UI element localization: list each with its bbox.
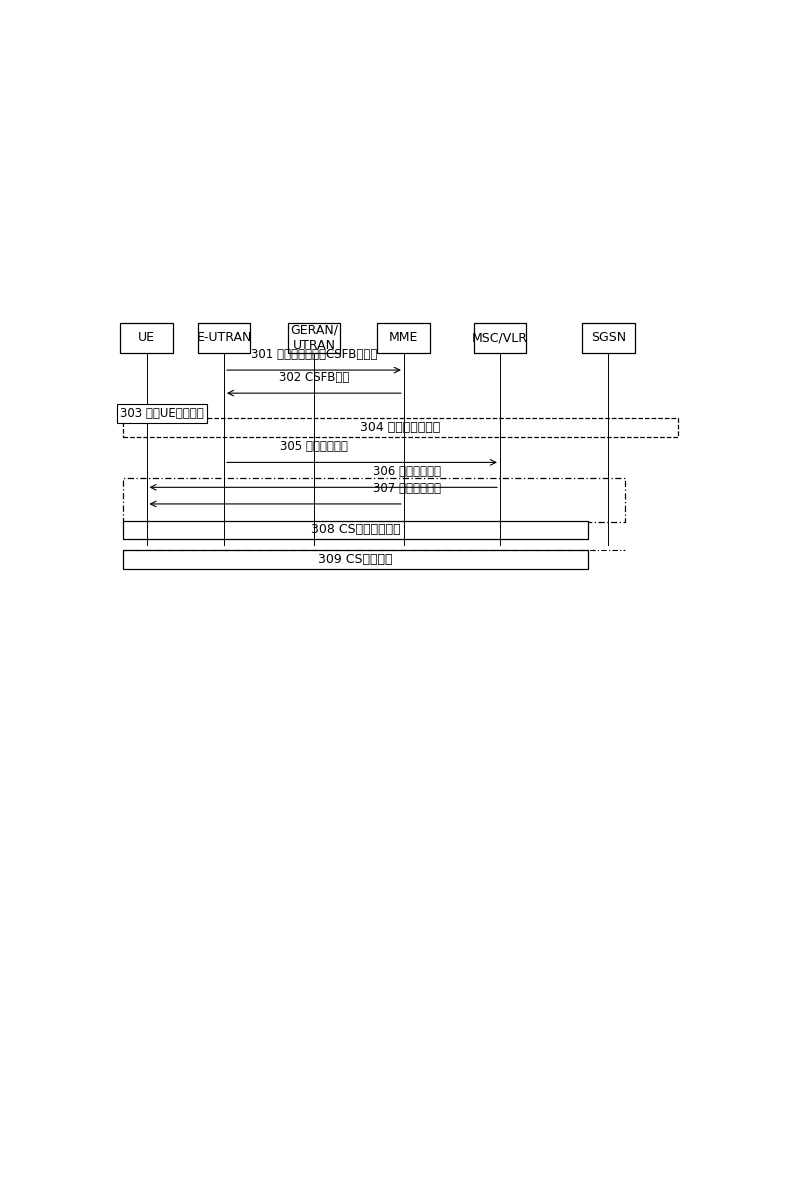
Bar — [474, 323, 526, 353]
Text: 309 CS呼叫过程: 309 CS呼叫过程 — [318, 553, 393, 566]
Text: E-UTRAN: E-UTRAN — [196, 331, 252, 344]
Bar — [378, 323, 430, 353]
Text: 303 获取UE测量报告: 303 获取UE测量报告 — [120, 406, 204, 420]
Bar — [123, 520, 588, 540]
Bar — [582, 323, 634, 353]
Bar — [123, 418, 678, 436]
Text: 304 分组域切换过程: 304 分组域切换过程 — [360, 421, 441, 434]
Bar — [123, 478, 625, 523]
Bar — [198, 323, 250, 353]
Bar — [287, 323, 340, 353]
Text: MME: MME — [389, 331, 418, 344]
Text: UE: UE — [138, 331, 155, 344]
Bar — [120, 323, 173, 353]
Text: MSC/VLR: MSC/VLR — [472, 331, 528, 344]
Text: 305 业务接入请求: 305 业务接入请求 — [280, 440, 348, 453]
Text: 308 CS位置更新过程: 308 CS位置更新过程 — [310, 523, 400, 536]
Text: 307 业务接入拒绝: 307 业务接入拒绝 — [373, 482, 441, 495]
Text: 301 扩展业务请求（CSFB指示）: 301 扩展业务请求（CSFB指示） — [250, 348, 377, 361]
Text: SGSN: SGSN — [591, 331, 626, 344]
Bar — [123, 550, 588, 568]
Text: GERAN/
UTRAN: GERAN/ UTRAN — [290, 324, 338, 351]
Text: 302 CSFB通知: 302 CSFB通知 — [278, 370, 349, 384]
Text: 306 业务接入应答: 306 业务接入应答 — [373, 465, 441, 478]
